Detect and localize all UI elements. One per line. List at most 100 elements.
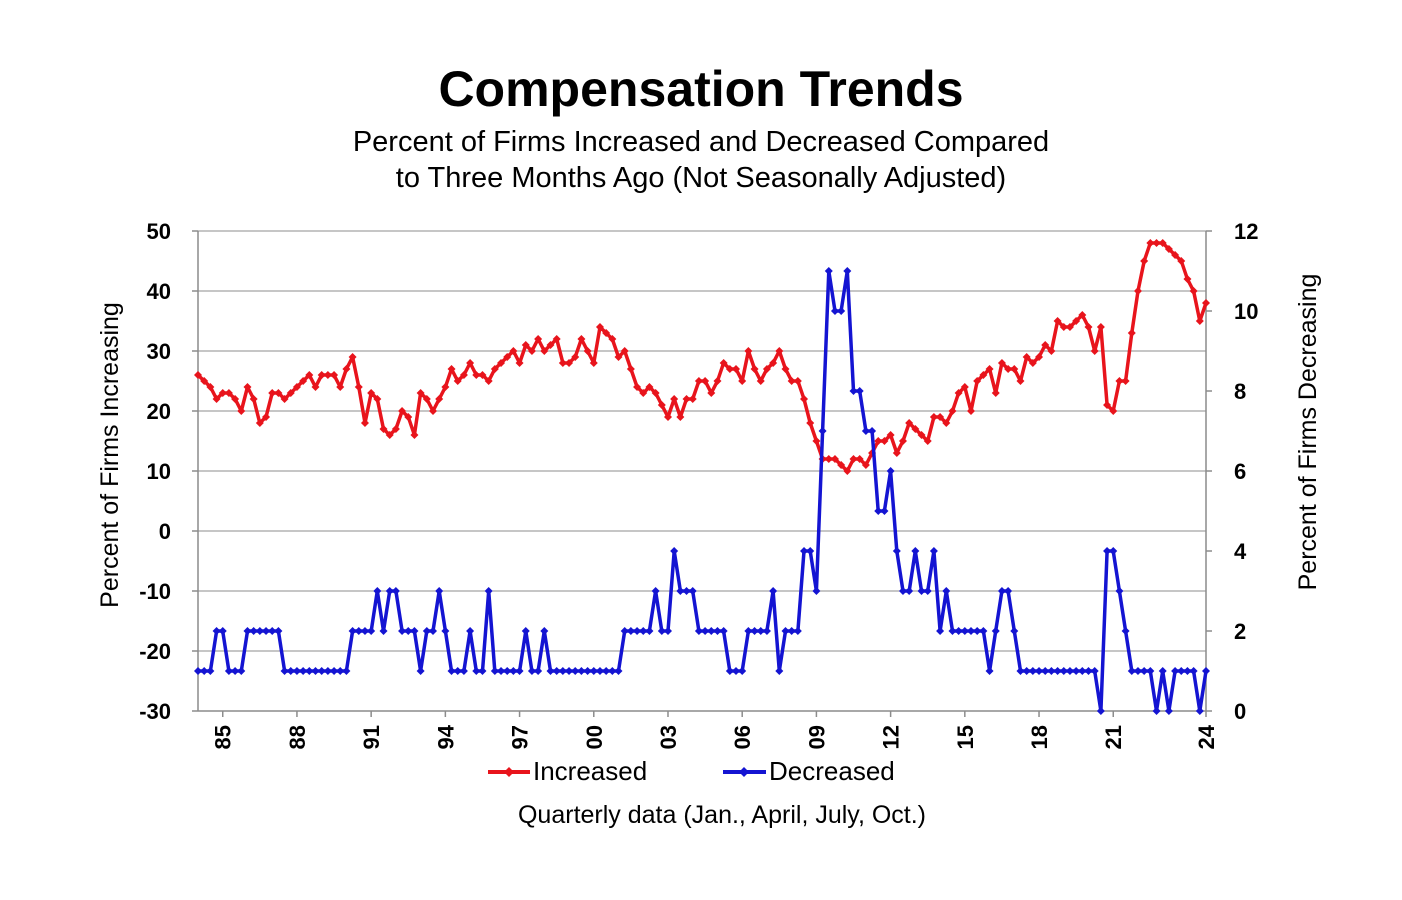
x-tick-label: 24: [1194, 724, 1219, 749]
data-point-increased: [1152, 239, 1161, 247]
left-tick-label: 20: [147, 399, 171, 424]
data-point-increased: [1115, 377, 1124, 385]
data-point-increased: [373, 395, 382, 403]
data-point-decreased: [527, 667, 536, 675]
legend-item-increased: Increased: [488, 756, 647, 786]
data-point-increased: [663, 413, 672, 421]
data-point-decreased: [552, 667, 561, 675]
data-point-increased: [503, 353, 512, 361]
data-point-increased: [1146, 239, 1155, 247]
data-point-decreased: [744, 627, 753, 635]
data-point-increased: [1022, 353, 1031, 361]
data-point-increased: [633, 383, 642, 391]
data-point-decreased: [472, 667, 481, 675]
data-point-decreased: [626, 627, 635, 635]
data-point-decreased: [484, 587, 493, 595]
data-point-increased: [892, 449, 901, 457]
data-point-increased: [651, 389, 660, 397]
left-axis-title: Percent of Firms Increasing: [96, 302, 124, 608]
data-point-decreased: [336, 667, 345, 675]
data-point-decreased: [738, 667, 747, 675]
data-point-decreased: [985, 667, 994, 675]
x-tick-label: 00: [582, 725, 607, 749]
data-point-decreased: [849, 387, 858, 395]
data-point-increased: [1047, 347, 1056, 355]
data-point-decreased: [521, 627, 530, 635]
data-point-decreased: [583, 667, 592, 675]
data-point-increased: [837, 461, 846, 469]
legend: Increased Decreased: [488, 756, 895, 786]
x-tick-label: 94: [433, 724, 458, 749]
data-point-decreased: [1065, 667, 1074, 675]
data-point-decreased: [571, 667, 580, 675]
data-point-increased: [756, 377, 765, 385]
data-point-increased: [1103, 401, 1112, 409]
data-point-decreased: [1177, 667, 1186, 675]
data-point-increased: [775, 347, 784, 355]
data-point-decreased: [855, 387, 864, 395]
data-point-decreased: [1096, 707, 1105, 715]
data-point-increased: [713, 377, 722, 385]
data-point-decreased: [936, 627, 945, 635]
data-point-decreased: [1121, 627, 1130, 635]
data-point-decreased: [1183, 667, 1192, 675]
data-point-decreased: [991, 627, 1000, 635]
data-point-increased: [218, 389, 227, 397]
data-point-decreased: [1041, 667, 1050, 675]
data-point-increased: [534, 335, 543, 343]
data-point-decreased: [1035, 667, 1044, 675]
data-point-increased: [670, 395, 679, 403]
data-point-decreased: [286, 667, 295, 675]
data-point-decreased: [694, 627, 703, 635]
data-point-increased: [1053, 317, 1062, 325]
data-point-decreased: [682, 587, 691, 595]
data-point-increased: [874, 437, 883, 445]
data-point-increased: [800, 395, 809, 403]
data-point-increased: [960, 383, 969, 391]
data-point-decreased: [824, 267, 833, 275]
data-point-decreased: [354, 627, 363, 635]
data-point-increased: [911, 425, 920, 433]
data-point-decreased: [360, 627, 369, 635]
x-tick-label: 18: [1027, 725, 1052, 749]
gridlines: [198, 230, 1206, 652]
right-tick-label: 10: [1234, 299, 1258, 324]
data-point-increased: [521, 341, 530, 349]
data-point-decreased: [750, 627, 759, 635]
data-point-increased: [311, 383, 320, 391]
data-point-decreased: [292, 667, 301, 675]
data-point-decreased: [1202, 667, 1210, 675]
data-point-decreased: [1133, 667, 1142, 675]
data-point-increased: [682, 395, 691, 403]
data-point-increased: [979, 371, 988, 379]
data-point-decreased: [818, 427, 827, 435]
data-point-increased: [602, 329, 611, 337]
data-point-increased: [422, 395, 431, 403]
data-point-decreased: [435, 587, 444, 595]
chart-subtitle-line-1: Percent of Firms Increased and Decreased…: [352, 126, 1050, 158]
data-point-increased: [255, 419, 264, 427]
data-point-increased: [552, 335, 561, 343]
data-point-increased: [942, 419, 951, 427]
data-point-increased: [985, 365, 994, 373]
data-point-decreased: [224, 667, 233, 675]
data-point-decreased: [546, 667, 555, 675]
data-point-decreased: [1115, 587, 1124, 595]
data-point-increased: [967, 407, 976, 415]
series-increased: [194, 239, 1210, 475]
right-tick-label: 12: [1234, 219, 1258, 244]
data-point-decreased: [781, 627, 790, 635]
data-point-increased: [441, 383, 450, 391]
data-point-decreased: [769, 587, 778, 595]
data-point-increased: [224, 389, 233, 397]
data-point-increased: [701, 377, 710, 385]
chart-title: Compensation Trends: [438, 61, 964, 117]
data-point-increased: [762, 365, 771, 373]
data-point-increased: [657, 401, 666, 409]
data-point-increased: [1016, 377, 1025, 385]
data-point-decreased: [880, 507, 889, 515]
data-point-decreased: [688, 587, 697, 595]
data-point-decreased: [911, 547, 920, 555]
data-point-decreased: [1059, 667, 1068, 675]
x-tick-label: 85: [211, 725, 236, 749]
